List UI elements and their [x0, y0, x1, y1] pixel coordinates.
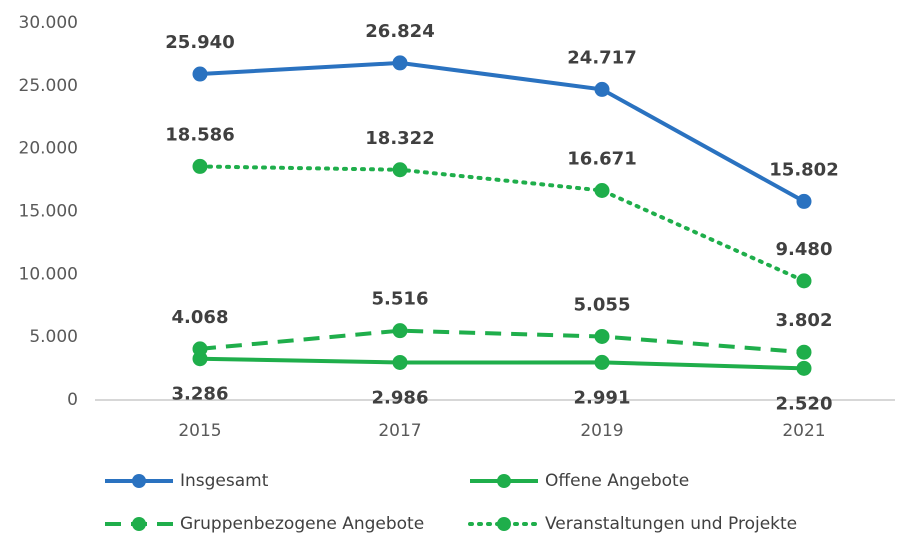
x-tick-label: 2017: [378, 421, 421, 441]
y-tick-label: 5.000: [29, 327, 78, 347]
marker: [192, 341, 208, 357]
y-tick-label: 10.000: [19, 264, 78, 284]
data-label: 5.055: [574, 294, 631, 315]
data-label: 2.520: [776, 393, 833, 414]
legend-marker: [497, 474, 511, 488]
marker: [796, 360, 812, 376]
data-label: 26.824: [365, 21, 434, 42]
legend-label: Gruppenbezogene Angebote: [180, 514, 424, 534]
legend-label: Veranstaltungen und Projekte: [545, 514, 797, 534]
y-tick-label: 0: [67, 390, 78, 410]
marker: [796, 193, 812, 209]
data-label: 2.986: [372, 387, 429, 408]
data-label: 3.286: [172, 384, 229, 405]
data-label: 25.940: [165, 32, 234, 53]
marker: [796, 273, 812, 289]
marker: [594, 354, 610, 370]
series-line: [199, 328, 805, 355]
y-tick-label: 15.000: [19, 202, 78, 222]
legend-label: Offene Angebote: [545, 471, 689, 491]
x-tick-label: 2021: [782, 421, 825, 441]
data-label: 18.586: [165, 124, 234, 145]
y-tick-label: 30.000: [19, 13, 78, 33]
data-label: 15.802: [769, 159, 838, 180]
data-label: 4.068: [172, 307, 229, 328]
marker: [392, 55, 408, 71]
y-tick-label: 25.000: [19, 76, 78, 96]
legend-label: Insgesamt: [180, 471, 269, 491]
legend-marker: [497, 517, 511, 531]
data-label: 3.802: [776, 310, 833, 331]
series-line: [198, 164, 806, 283]
data-label: 16.671: [567, 149, 636, 170]
data-label: 9.480: [776, 239, 833, 260]
marker: [392, 354, 408, 370]
data-label: 18.322: [365, 128, 434, 149]
marker: [594, 328, 610, 344]
x-tick-label: 2019: [580, 421, 623, 441]
marker: [392, 162, 408, 178]
marker: [594, 183, 610, 199]
series-line: [199, 60, 805, 204]
marker: [392, 323, 408, 339]
legend-marker: [132, 517, 146, 531]
x-tick-label: 2015: [178, 421, 221, 441]
marker: [594, 81, 610, 97]
legend-marker: [132, 474, 146, 488]
y-tick-label: 20.000: [19, 139, 78, 159]
data-label: 5.516: [372, 289, 429, 310]
marker: [192, 158, 208, 174]
data-label: 2.991: [574, 387, 631, 408]
series-line: [199, 356, 805, 371]
marker: [192, 66, 208, 82]
data-label: 24.717: [567, 47, 636, 68]
marker: [796, 344, 812, 360]
